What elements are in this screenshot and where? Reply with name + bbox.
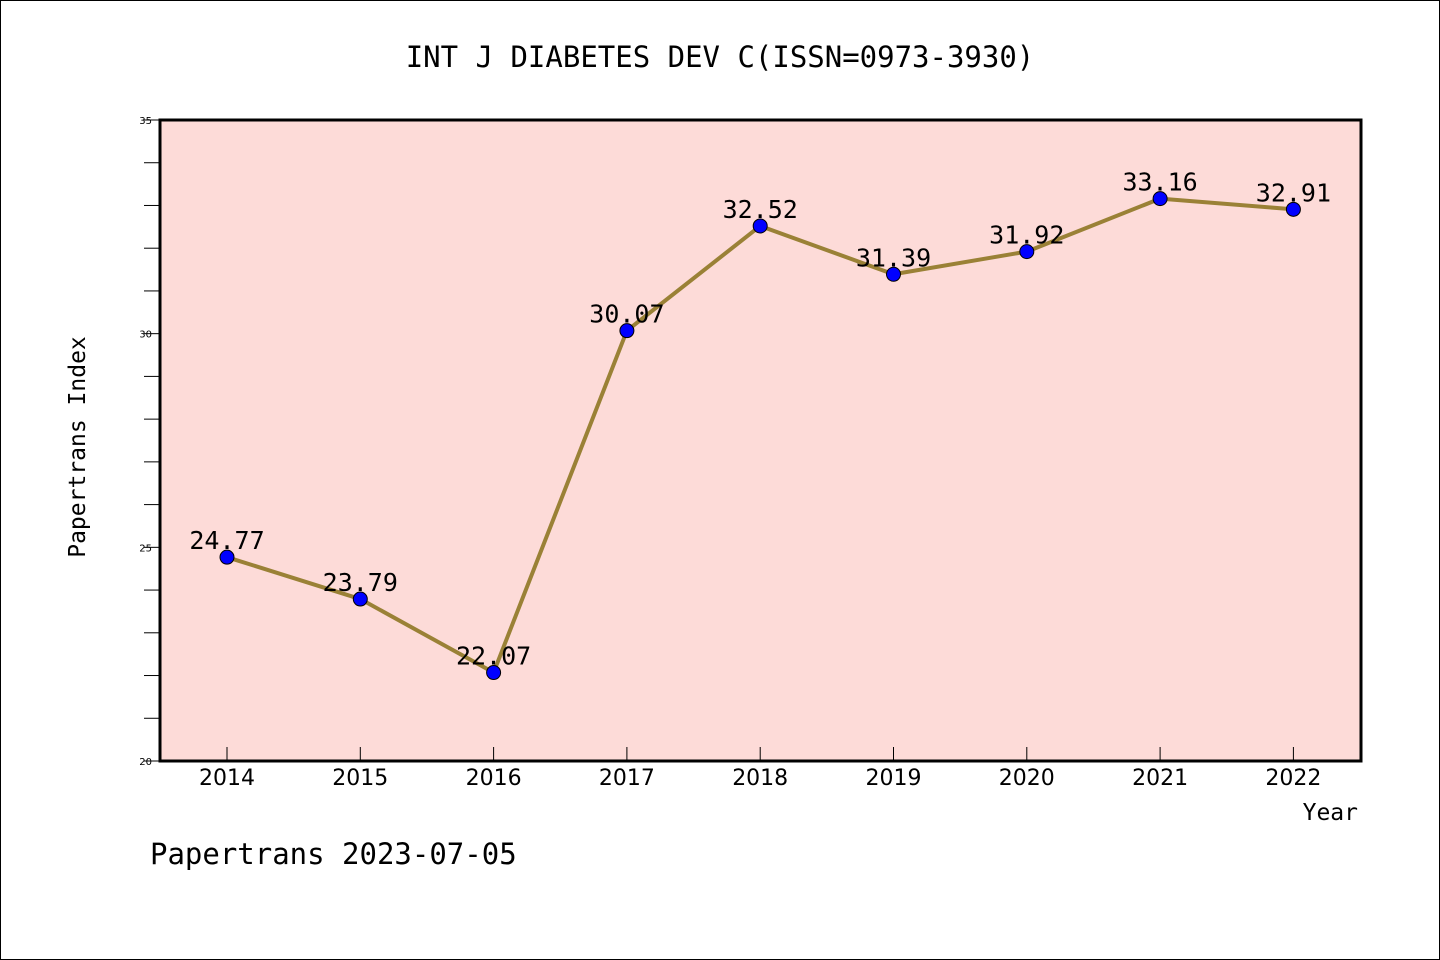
data-label: 31.92 bbox=[989, 221, 1064, 250]
data-point bbox=[352, 591, 368, 607]
data-point bbox=[1019, 244, 1035, 260]
data-point bbox=[1285, 201, 1301, 217]
data-label: 22.07 bbox=[456, 642, 531, 671]
x-tick-label: 2017 bbox=[599, 766, 655, 791]
x-tick-label: 2018 bbox=[732, 766, 788, 791]
data-label: 32.52 bbox=[723, 195, 798, 224]
x-axis-title: Year bbox=[1303, 800, 1358, 826]
data-point bbox=[219, 549, 235, 565]
x-tick-label: 2020 bbox=[999, 766, 1055, 791]
series-papertrans-index: 24.77 23.79 22.07 30.07 32.52 31.39 31.92 33.16… bbox=[189, 168, 1331, 681]
x-tick-label: 2015 bbox=[332, 766, 388, 791]
x-axis: 2014 2015 2016 2017 2018 2019 2020 2021 2022 bbox=[199, 747, 1321, 791]
x-tick-label: 2014 bbox=[199, 766, 255, 791]
x-tick-label: 2021 bbox=[1132, 766, 1188, 791]
data-label: 23.79 bbox=[323, 568, 398, 597]
data-label: 30.07 bbox=[589, 300, 664, 329]
data-point bbox=[486, 665, 502, 681]
data-label: 24.77 bbox=[189, 526, 264, 555]
y-axis-title: Papertrans Index bbox=[65, 336, 91, 558]
x-tick-label: 2016 bbox=[466, 766, 522, 791]
y-tick-label: 35 bbox=[139, 116, 152, 127]
x-tick-label: 2022 bbox=[1265, 766, 1321, 791]
data-point bbox=[886, 266, 901, 282]
x-tick-label: 2019 bbox=[866, 766, 922, 791]
data-label: 31.39 bbox=[856, 243, 931, 272]
data-label: 33.16 bbox=[1122, 168, 1197, 197]
chart-title: INT J DIABETES DEV C(ISSN=0973-3930) bbox=[406, 40, 1035, 74]
y-axis: 20 25 30 35 bbox=[139, 116, 160, 768]
y-tick-label: 20 bbox=[139, 757, 152, 768]
footer-credit: Papertrans 2023-07-05 bbox=[150, 837, 517, 871]
y-tick-label: 25 bbox=[139, 543, 152, 554]
data-point bbox=[619, 323, 635, 339]
y-tick-label: 30 bbox=[139, 330, 152, 341]
data-label: 32.91 bbox=[1256, 178, 1331, 207]
data-point bbox=[1152, 191, 1168, 207]
data-point bbox=[752, 218, 768, 234]
